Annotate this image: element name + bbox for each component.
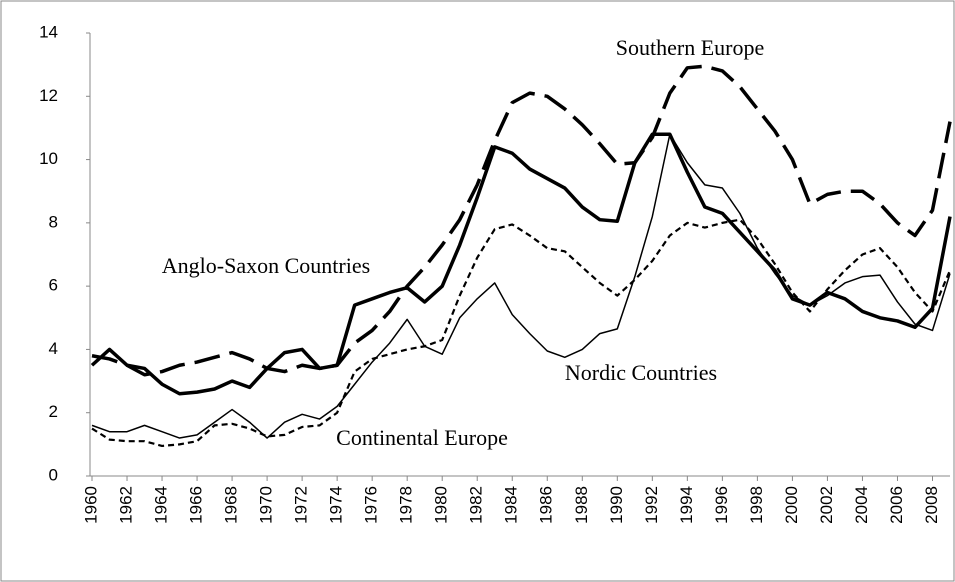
y-tick-label: 8 xyxy=(49,212,58,231)
x-tick-label: 2004 xyxy=(852,486,871,524)
x-tick-label: 1960 xyxy=(81,486,100,524)
x-tick-label: 1984 xyxy=(502,486,521,524)
x-tick-label: 1976 xyxy=(362,486,381,524)
x-tick-label: 1964 xyxy=(152,486,171,524)
x-tick-label: 1980 xyxy=(432,486,451,524)
x-tick-label: 1996 xyxy=(712,486,731,524)
x-tick-label: 1974 xyxy=(327,486,346,524)
x-tick-label: 1978 xyxy=(397,486,416,524)
y-tick-label: 14 xyxy=(39,22,58,41)
x-tick-label: 1988 xyxy=(572,486,591,524)
x-tick-label: 2002 xyxy=(817,486,836,524)
x-tick-label: 1970 xyxy=(257,486,276,524)
x-tick-label: 1962 xyxy=(117,486,136,524)
x-tick-label: 1972 xyxy=(292,486,311,524)
series-label: Anglo-Saxon Countries xyxy=(162,253,370,278)
x-tick-label: 1968 xyxy=(222,486,241,524)
x-tick-label: 1992 xyxy=(642,486,661,524)
series-line xyxy=(91,64,952,377)
x-tick-label: 1998 xyxy=(747,486,766,524)
y-tick-label: 12 xyxy=(39,86,58,105)
x-tick-label: 1986 xyxy=(537,486,556,524)
series-label: Southern Europe xyxy=(616,35,764,60)
series-line xyxy=(91,218,952,448)
x-tick-label: 2000 xyxy=(782,486,801,524)
series-label: Continental Europe xyxy=(336,425,508,450)
y-tick-label: 10 xyxy=(39,149,58,168)
x-tick-label: 1966 xyxy=(187,486,206,524)
x-tick-label: 2008 xyxy=(922,486,941,524)
x-tick-label: 2006 xyxy=(887,486,906,524)
x-tick-label: 1990 xyxy=(607,486,626,524)
x-tick-label: 1982 xyxy=(467,486,486,524)
y-tick-label: 4 xyxy=(49,339,58,358)
series-line xyxy=(91,133,951,439)
series-label: Nordic Countries xyxy=(565,360,717,385)
x-tick-label: 1994 xyxy=(677,486,696,524)
y-tick-label: 2 xyxy=(49,402,58,421)
y-tick-label: 6 xyxy=(49,276,58,295)
y-tick-label: 0 xyxy=(49,465,58,484)
